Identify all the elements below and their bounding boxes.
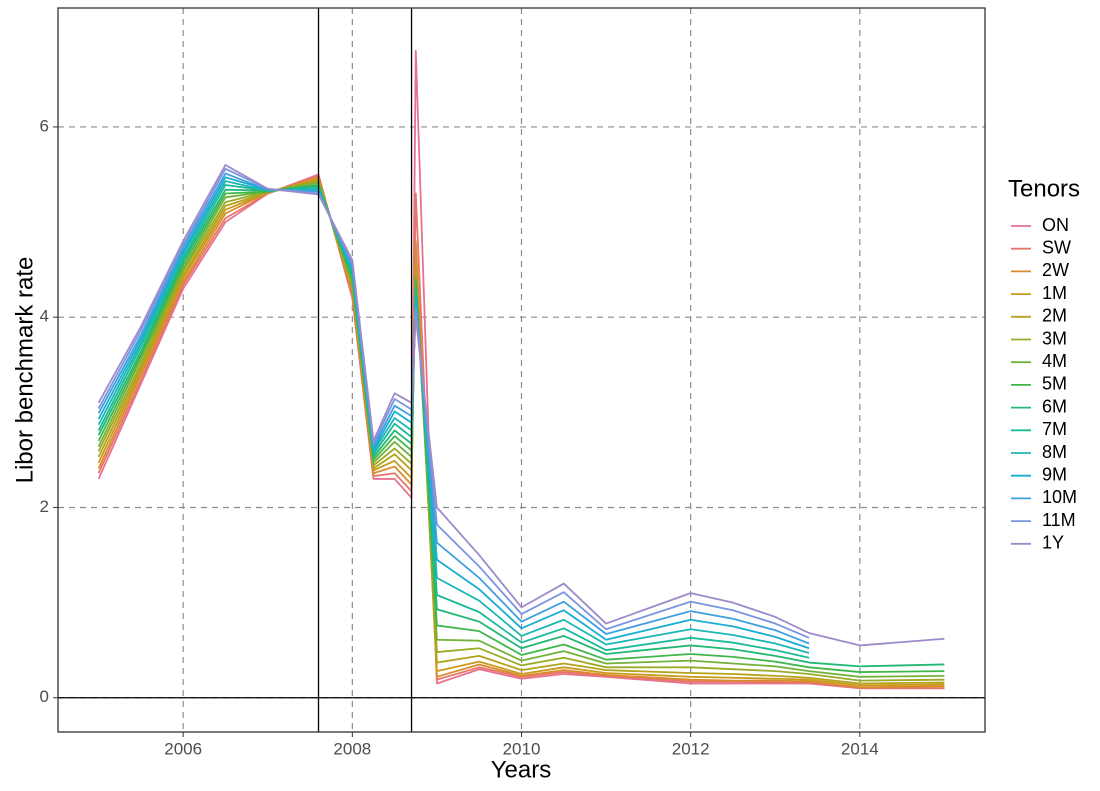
x-tick-label: 2014 (841, 739, 879, 758)
x-tick-label: 2012 (672, 739, 710, 758)
legend-label: 9M (1042, 464, 1067, 484)
legend-label: 3M (1042, 328, 1067, 348)
x-tick-label: 2008 (333, 739, 371, 758)
x-tick-label: 2010 (503, 739, 541, 758)
legend-label: 10M (1042, 487, 1077, 507)
plot-border (57, 7, 986, 733)
y-tick-label: 2 (40, 497, 49, 516)
series-line (97, 49, 945, 690)
x-axis-label: Years (491, 756, 552, 783)
legend-label: 2M (1042, 306, 1067, 326)
legend-label: 1Y (1042, 533, 1064, 553)
legend-label: 7M (1042, 419, 1067, 439)
legend-label: 5M (1042, 374, 1067, 394)
y-tick-label: 6 (40, 116, 49, 135)
legend-label: SW (1042, 237, 1071, 257)
legend-label: 8M (1042, 442, 1067, 462)
x-tick-label: 2006 (164, 739, 202, 758)
legend-label: 11M (1042, 510, 1076, 530)
legend-label: ON (1042, 215, 1069, 235)
y-axis-label: Libor benchmark rate (11, 257, 38, 484)
y-tick-label: 4 (40, 307, 49, 326)
legend-title: Tenors (1008, 175, 1080, 202)
legend-label: 4M (1042, 351, 1067, 371)
legend-label: 1M (1042, 283, 1067, 303)
legend-label: 6M (1042, 396, 1067, 416)
series-line (97, 164, 945, 647)
y-tick-label: 0 (40, 687, 49, 706)
legend-label: 2W (1042, 260, 1069, 280)
